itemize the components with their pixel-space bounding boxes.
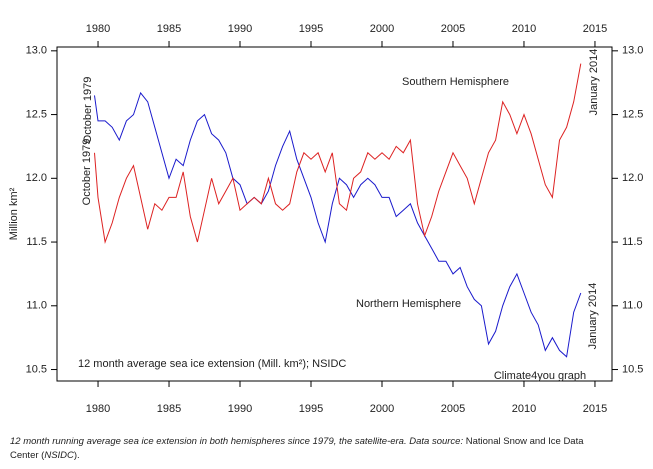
x-tick-label: 1980 [86, 23, 110, 35]
y-axis-label: Million km² [8, 187, 20, 240]
x-tick-label: 1985 [157, 23, 181, 35]
annotation: 12 month average sea ice extension (Mill… [78, 358, 346, 370]
y-tick-label: 12.0 [26, 172, 47, 184]
annotation: October 1979 [81, 139, 93, 206]
x-tick-label: 2015 [583, 403, 607, 415]
series-line [94, 91, 582, 358]
y-tick-label: 12.5 [622, 108, 643, 120]
x-tick-label: 2005 [441, 403, 465, 415]
x-tick-label: 2000 [370, 23, 394, 35]
annotation: January 2014 [587, 283, 599, 350]
series-line [94, 63, 582, 244]
x-tick-label: 2015 [583, 23, 607, 35]
caption-part: 12 month running average sea ice extensi… [10, 436, 466, 447]
plot-frame [56, 46, 613, 382]
annotation: October 1979 [82, 77, 94, 144]
x-tick-label: 2005 [441, 23, 465, 35]
y-tick-label: 10.5 [622, 363, 643, 375]
y-tick-label: 11.0 [622, 300, 643, 312]
x-tick-label: 2010 [512, 23, 536, 35]
caption: Center (NSIDC). [10, 450, 80, 461]
x-tick-label: 2000 [370, 403, 394, 415]
annotation: Northern Hemisphere [356, 298, 461, 310]
y-tick-label: 11.5 [622, 236, 643, 248]
annotation: Climate4you graph [494, 370, 586, 382]
x-tick-label: 1995 [299, 403, 323, 415]
y-tick-label: 11.0 [26, 300, 47, 312]
y-tick-label: 10.5 [26, 363, 47, 375]
caption-part: Center ( [10, 450, 45, 461]
x-tick-label: 2010 [512, 403, 536, 415]
x-tick-label: 1985 [157, 403, 181, 415]
x-tick-label: 1980 [86, 403, 110, 415]
x-tick-label: 1990 [228, 403, 252, 415]
x-tick-label: 1995 [299, 23, 323, 35]
caption-part: NSIDC [44, 450, 74, 461]
y-tick-label: 12.0 [622, 172, 643, 184]
y-tick-label: 11.5 [26, 236, 47, 248]
x-tick-label: 1990 [228, 23, 252, 35]
caption: 12 month running average sea ice extensi… [10, 436, 584, 447]
annotation: January 2014 [588, 49, 600, 116]
y-tick-label: 13.0 [26, 45, 47, 57]
y-tick-label: 13.0 [622, 45, 643, 57]
caption-part: National Snow and Ice Data [466, 436, 584, 447]
y-tick-label: 12.5 [26, 108, 47, 120]
caption-part: ). [74, 450, 80, 461]
annotation: Southern Hemisphere [402, 76, 509, 88]
